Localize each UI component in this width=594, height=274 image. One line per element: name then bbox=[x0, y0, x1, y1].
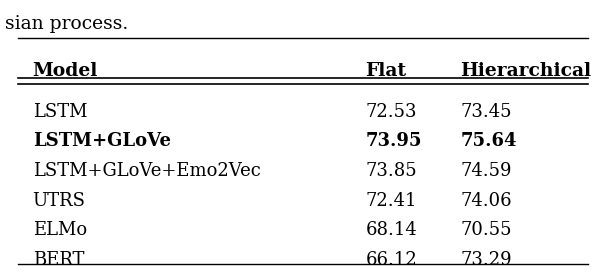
Text: 73.29: 73.29 bbox=[460, 251, 512, 269]
Text: Hierarchical: Hierarchical bbox=[460, 62, 592, 80]
Text: LSTM+GLoVe: LSTM+GLoVe bbox=[33, 132, 170, 150]
Text: Flat: Flat bbox=[365, 62, 406, 80]
Text: 74.06: 74.06 bbox=[460, 192, 512, 210]
Text: 72.53: 72.53 bbox=[365, 103, 417, 121]
Text: BERT: BERT bbox=[33, 251, 84, 269]
Text: ELMo: ELMo bbox=[33, 221, 87, 239]
Text: 70.55: 70.55 bbox=[460, 221, 512, 239]
Text: 66.12: 66.12 bbox=[365, 251, 417, 269]
Text: LSTM: LSTM bbox=[33, 103, 87, 121]
Text: 72.41: 72.41 bbox=[365, 192, 417, 210]
Text: 73.85: 73.85 bbox=[365, 162, 417, 180]
Text: 73.95: 73.95 bbox=[365, 132, 422, 150]
Text: 73.45: 73.45 bbox=[460, 103, 512, 121]
Text: 75.64: 75.64 bbox=[460, 132, 517, 150]
Text: 74.59: 74.59 bbox=[460, 162, 512, 180]
Text: Model: Model bbox=[33, 62, 98, 80]
Text: UTRS: UTRS bbox=[33, 192, 86, 210]
Text: sian process.: sian process. bbox=[5, 15, 128, 33]
Text: 68.14: 68.14 bbox=[365, 221, 417, 239]
Text: LSTM+GLoVe+Emo2Vec: LSTM+GLoVe+Emo2Vec bbox=[33, 162, 261, 180]
